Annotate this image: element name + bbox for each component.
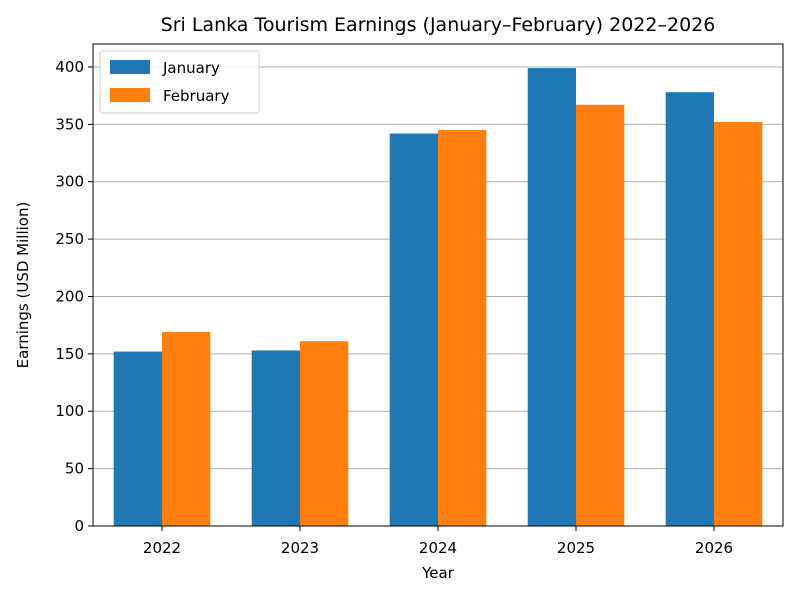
bar-january-2026 (665, 92, 714, 526)
y-axis-ticks: 0 50 100 150 200 250 300 350 400 (55, 58, 93, 535)
bar-february-2023 (300, 341, 349, 526)
bar-january-2025 (527, 68, 576, 526)
bars (113, 68, 763, 527)
bar-february-2025 (576, 104, 625, 527)
x-tick-label: 2024 (419, 539, 457, 557)
legend-label-february: February (163, 87, 230, 105)
x-tick-label: 2025 (557, 539, 595, 557)
y-tick-label: 150 (55, 345, 84, 363)
legend-swatch-january (110, 60, 150, 74)
x-axis-ticks: 2022 2023 2024 2025 2026 (143, 526, 733, 557)
y-tick-label: 200 (55, 287, 84, 305)
bar-january-2022 (113, 351, 162, 526)
bar-february-2024 (438, 130, 487, 527)
bar-february-2026 (714, 122, 763, 527)
x-tick-label: 2023 (281, 539, 319, 557)
x-tick-label: 2022 (143, 539, 181, 557)
y-tick-label: 250 (55, 230, 84, 248)
legend: January February (99, 50, 260, 114)
legend-swatch-february (110, 88, 150, 102)
y-tick-label: 0 (74, 517, 84, 535)
bar-january-2023 (251, 350, 300, 526)
chart-title: Sri Lanka Tourism Earnings (January–Febr… (161, 14, 716, 36)
y-axis-label: Earnings (USD Million) (14, 202, 32, 369)
bar-february-2022 (162, 332, 211, 526)
legend-label-january: January (162, 59, 220, 77)
y-tick-label: 50 (65, 460, 84, 478)
y-tick-label: 300 (55, 173, 84, 191)
bar-january-2024 (389, 133, 438, 526)
y-tick-label: 350 (55, 115, 84, 133)
x-axis-label: Year (421, 564, 455, 582)
y-tick-label: 100 (55, 402, 84, 420)
x-tick-label: 2026 (695, 539, 733, 557)
y-tick-label: 400 (55, 58, 84, 76)
